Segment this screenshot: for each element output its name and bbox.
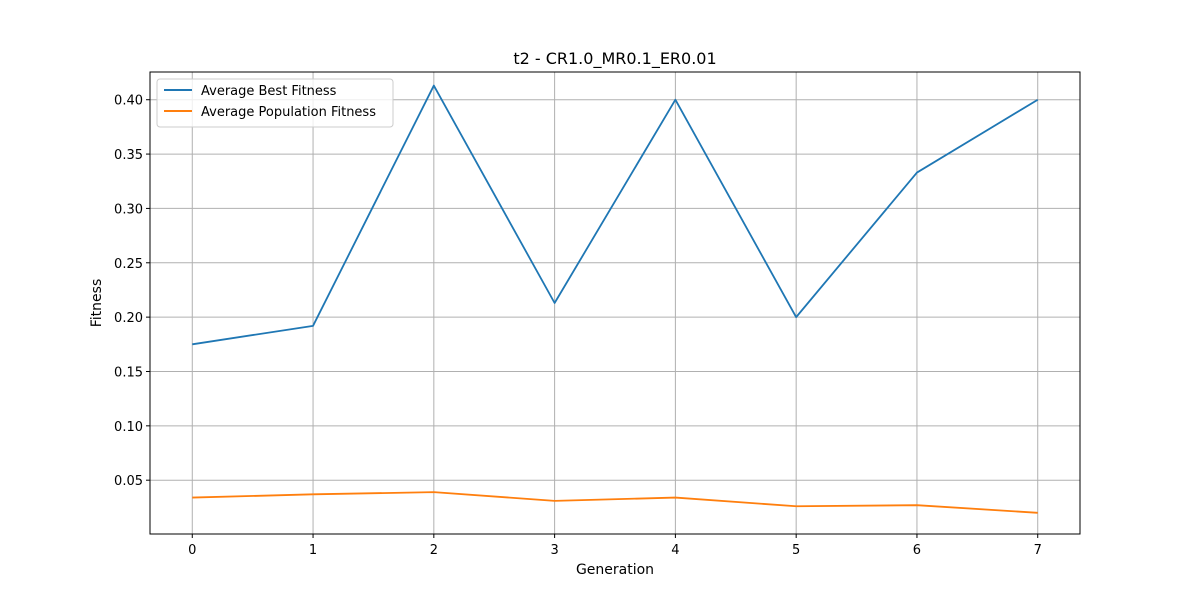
y-tick-label: 0.10 <box>114 420 143 435</box>
x-tick-label: 4 <box>671 543 679 558</box>
x-tick-label: 3 <box>550 543 558 558</box>
series-line-average-population-fitness <box>192 491 1038 514</box>
y-axis-title: Fitness <box>89 279 105 328</box>
y-tick-label: 0.25 <box>114 257 143 272</box>
y-tick-label: 0.05 <box>114 474 143 489</box>
plot-frame <box>149 71 1081 535</box>
legend-label-average-population-fitness: Average Population Fitness <box>201 105 376 120</box>
y-tick-label: 0.40 <box>114 94 143 109</box>
x-axis-ticks: 0 1 2 3 4 5 6 7 <box>188 534 1042 558</box>
x-tick-label: 0 <box>188 543 196 558</box>
series-layer <box>192 84 1039 514</box>
y-tick-label: 0.20 <box>114 311 143 326</box>
y-axis-ticks: 0.05 0.10 0.15 0.20 0.25 0.30 0.35 0.40 <box>114 94 150 489</box>
series-line-average-best-fitness <box>192 84 1039 346</box>
legend-label-average-best-fitness: Average Best Fitness <box>201 84 337 99</box>
y-tick-label: 0.30 <box>114 202 143 217</box>
grid <box>150 72 1080 534</box>
legend-box <box>156 78 394 128</box>
x-tick-label: 7 <box>1034 543 1042 558</box>
y-tick-label: 0.15 <box>114 365 143 380</box>
x-tick-label: 6 <box>913 543 921 558</box>
x-tick-label: 5 <box>792 543 800 558</box>
y-tick-label: 0.35 <box>114 148 143 163</box>
x-axis-title: Generation <box>576 562 654 578</box>
chart-title: t2 - CR1.0_MR0.1_ER0.01 <box>513 49 716 69</box>
legend: Average Best Fitness Average Population … <box>156 78 394 128</box>
x-tick-label: 2 <box>430 543 438 558</box>
x-tick-label: 1 <box>309 543 317 558</box>
